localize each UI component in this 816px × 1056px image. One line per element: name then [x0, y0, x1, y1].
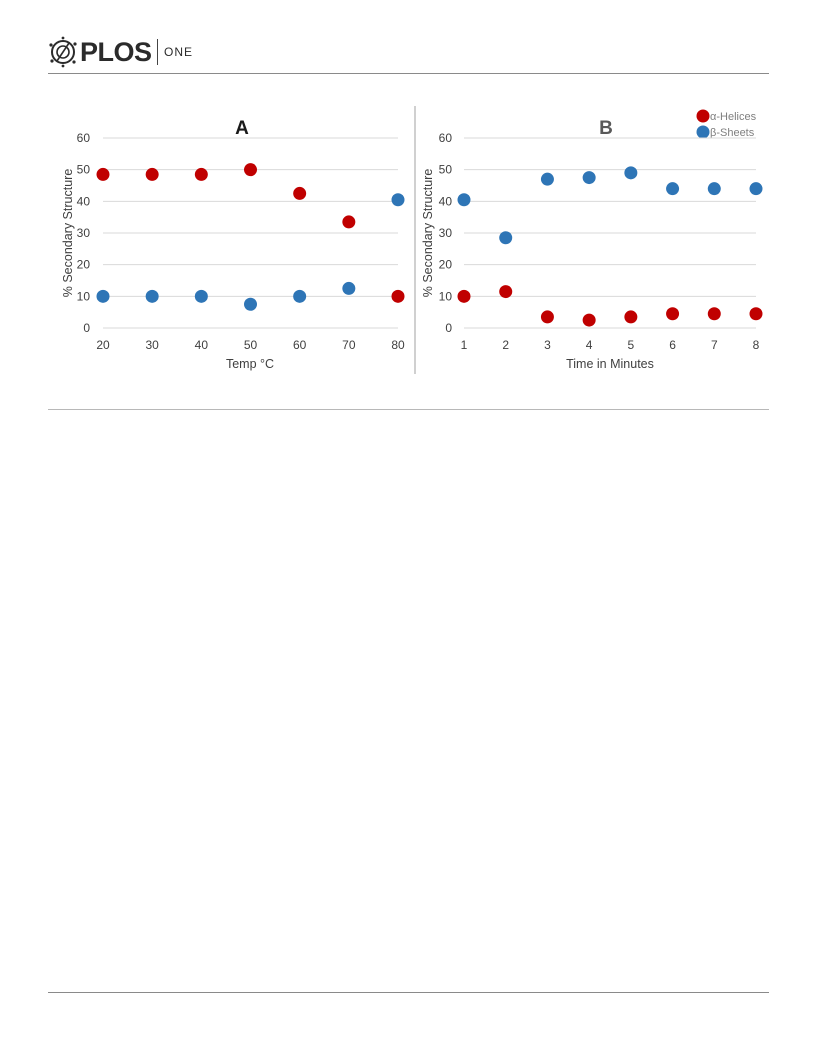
panel-b-beta-point	[624, 166, 638, 180]
panel-b-alpha-point	[624, 310, 638, 324]
panel-a-alpha-point	[145, 167, 159, 181]
panel-a-alpha-point	[342, 215, 356, 229]
panel-b-beta-point	[749, 182, 763, 196]
page-footer-rule	[48, 992, 769, 993]
panel-b-ytick-label: 30	[439, 226, 453, 240]
logo-divider	[157, 39, 158, 65]
panel-b-xtick-label: 6	[669, 338, 676, 352]
panel-b-beta-point	[540, 172, 554, 186]
panel-b-alpha-point	[666, 307, 680, 321]
panel-a-ytick-label: 10	[77, 289, 91, 303]
legend-alpha-label: α-Helices	[710, 111, 757, 123]
legend: α-Helices β-Sheets	[696, 109, 757, 139]
panel-a-beta-point	[194, 289, 208, 303]
panel-a-ytick-label: 30	[77, 226, 91, 240]
panel-a-alpha-point	[244, 163, 257, 177]
panel-b-ytick-label: 50	[439, 163, 453, 177]
figure: A Temp °C % Secondary Structure B Time i…	[48, 98, 770, 388]
panel-a-beta-point	[96, 289, 110, 303]
panel-b-xtick-label: 4	[586, 338, 593, 352]
legend-beta-marker	[696, 125, 710, 139]
panel-a-ytick-label: 50	[77, 163, 91, 177]
panel-a-alpha-point	[194, 167, 208, 181]
panel-b-beta-point	[707, 182, 721, 196]
panel-b-xtick-label: 3	[544, 338, 551, 352]
panel-a-xtick-label: 80	[391, 338, 405, 352]
legend-beta-label: β-Sheets	[710, 127, 755, 139]
panel-b-xlabel: Time in Minutes	[566, 357, 654, 371]
panel-b-ytick-label: 0	[445, 321, 452, 335]
panel-b-xtick-label: 7	[711, 338, 718, 352]
panel-b-xtick-label: 1	[461, 338, 468, 352]
panel-a-ylabel: % Secondary Structure	[61, 169, 75, 298]
panel-b-xtick-label: 2	[502, 338, 509, 352]
panel-a-alpha-point	[96, 167, 110, 181]
panel-a-xtick-label: 70	[342, 338, 356, 352]
panel-a-title: A	[235, 118, 249, 139]
panel-a-xtick-label: 60	[293, 338, 307, 352]
figure-svg: A Temp °C % Secondary Structure B Time i…	[61, 106, 763, 374]
panel-a-ytick-label: 20	[77, 258, 91, 272]
panel-b-alpha-point	[749, 307, 763, 321]
chart-marks: 0 10 20 30 40 50 60 20 30 40 50 60 70 80 0 10 20 30 40 50 60…	[77, 131, 763, 352]
header-rule	[48, 73, 769, 74]
panel-a-beta-point	[244, 297, 257, 311]
panel-b-ytick-label: 10	[439, 289, 453, 303]
panel-b-xtick-label: 5	[628, 338, 635, 352]
panel-b-alpha-point	[457, 289, 471, 303]
panel-b-beta-point	[499, 231, 513, 245]
panel-b-ytick-label: 20	[439, 258, 453, 272]
journal-header: PLOS ONE	[48, 36, 770, 70]
panel-b-ytick-label: 60	[439, 131, 453, 145]
panel-b-beta-point	[582, 171, 596, 185]
journal-logo-text: PLOS	[80, 37, 152, 67]
panel-b-alpha-point	[582, 313, 596, 327]
panel-a-ytick-label: 40	[77, 194, 91, 208]
panel-a-beta-point	[342, 281, 356, 295]
legend-alpha-marker	[696, 109, 710, 123]
panel-a-alpha-point	[391, 289, 405, 303]
panel-a-xlabel: Temp °C	[226, 357, 274, 371]
figure-bottom-rule	[48, 409, 769, 410]
panel-a-xtick-label: 50	[244, 338, 258, 352]
panel-b-alpha-point	[707, 307, 721, 321]
plos-logo-icon	[49, 36, 77, 68]
panel-a-beta-point	[293, 289, 307, 303]
panel-b-beta-point	[666, 182, 680, 196]
panel-b-xtick-label: 8	[753, 338, 760, 352]
panel-a-xtick-label: 40	[195, 338, 209, 352]
panel-b-alpha-point	[499, 285, 513, 299]
panel-a-alpha-point	[293, 186, 307, 200]
panel-a-ytick-label: 60	[77, 131, 91, 145]
panel-b-beta-point	[457, 193, 471, 207]
panel-a-xtick-label: 30	[145, 338, 159, 352]
panel-a-ytick-label: 0	[83, 321, 90, 335]
panel-a-xtick-label: 20	[96, 338, 110, 352]
panel-b-title: B	[599, 118, 613, 139]
panel-b-ytick-label: 40	[439, 194, 453, 208]
panel-a-beta-point	[391, 193, 405, 207]
panel-a-beta-point	[145, 289, 159, 303]
journal-name: ONE	[164, 45, 194, 59]
panel-b-alpha-point	[540, 310, 554, 324]
panel-b-ylabel: % Secondary Structure	[421, 169, 435, 298]
